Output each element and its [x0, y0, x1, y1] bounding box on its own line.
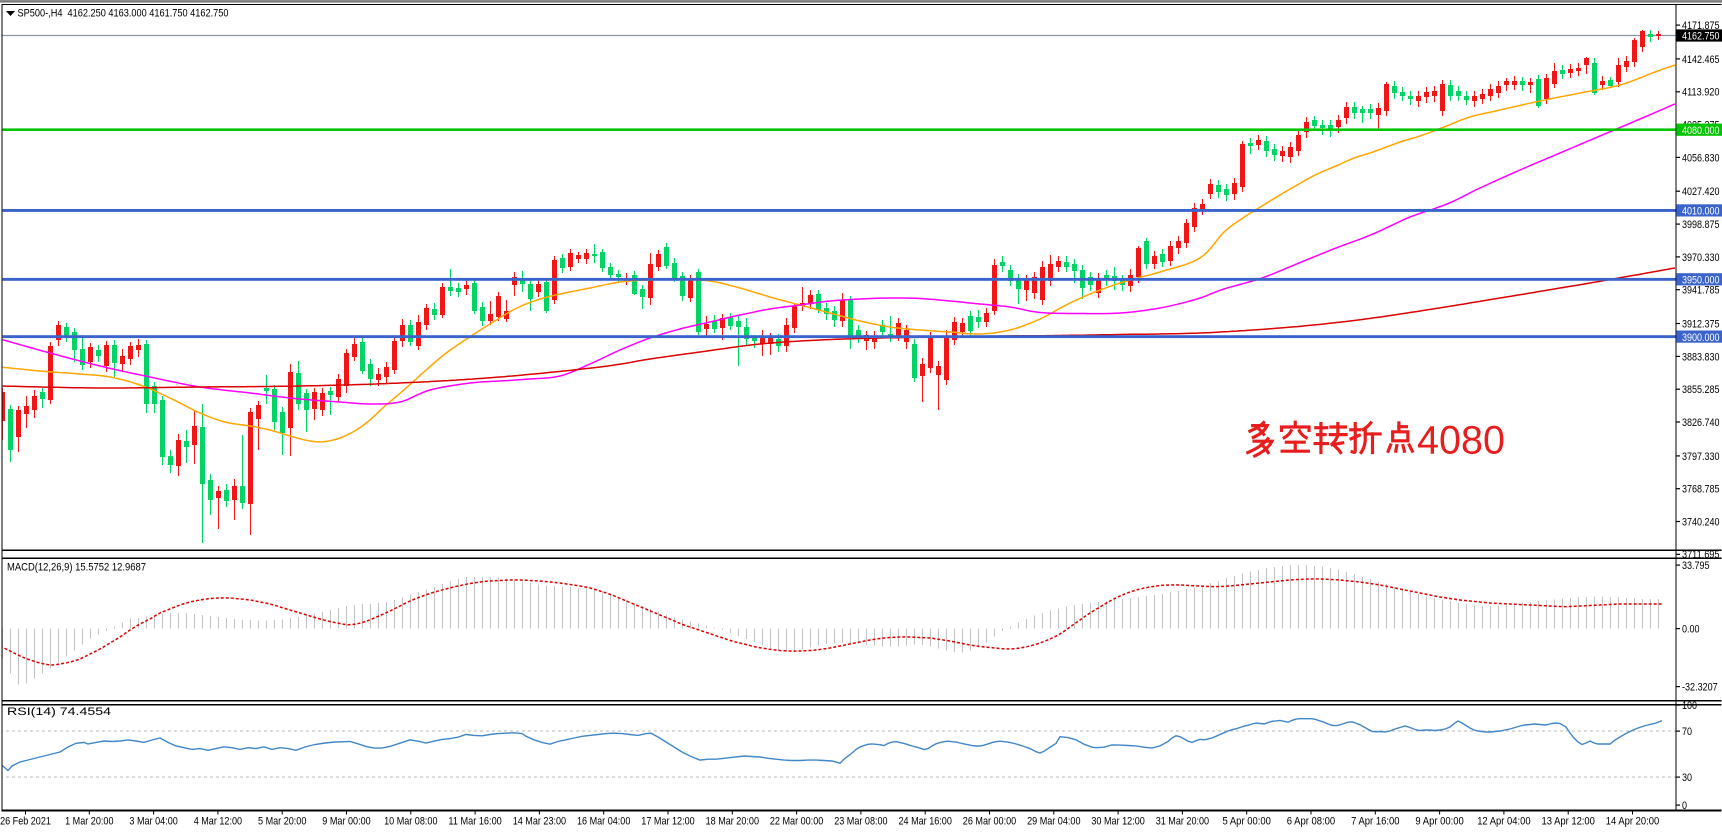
- svg-text:1 Mar 20:00: 1 Mar 20:00: [65, 816, 113, 828]
- svg-text:SP500-,H4 4162.250 4163.000 4: SP500-,H4 4162.250 4163.000 4161.750 416…: [18, 8, 229, 20]
- svg-text:3711.695: 3711.695: [1682, 549, 1720, 561]
- svg-text:31 Mar 20:00: 31 Mar 20:00: [1156, 816, 1209, 828]
- svg-text:70: 70: [1682, 726, 1692, 738]
- svg-text:18 Mar 20:00: 18 Mar 20:00: [706, 816, 759, 828]
- svg-text:4113.920: 4113.920: [1682, 87, 1720, 99]
- svg-text:9 Mar 00:00: 9 Mar 00:00: [322, 816, 370, 828]
- svg-text:17 Mar 12:00: 17 Mar 12:00: [641, 816, 694, 828]
- svg-text:7 Apr 16:00: 7 Apr 16:00: [1351, 816, 1399, 828]
- svg-text:23 Mar 08:00: 23 Mar 08:00: [834, 816, 887, 828]
- svg-text:3826.740: 3826.740: [1682, 417, 1720, 429]
- svg-text:3950.000: 3950.000: [1682, 275, 1720, 287]
- svg-text:RSI(14) 74.4554: RSI(14) 74.4554: [7, 706, 111, 718]
- svg-text:26 Mar 00:00: 26 Mar 00:00: [963, 816, 1016, 828]
- svg-text:3970.330: 3970.330: [1682, 252, 1720, 264]
- svg-text:100: 100: [1682, 700, 1697, 712]
- svg-text:3900.000: 3900.000: [1682, 332, 1720, 344]
- svg-text:3941.785: 3941.785: [1682, 285, 1720, 297]
- svg-text:30: 30: [1682, 772, 1692, 784]
- svg-text:4162.750: 4162.750: [1682, 31, 1720, 43]
- svg-text:0: 0: [1682, 800, 1687, 812]
- svg-text:6 Apr 08:00: 6 Apr 08:00: [1287, 816, 1335, 828]
- svg-text:33.795: 33.795: [1682, 560, 1710, 572]
- svg-text:3912.375: 3912.375: [1682, 318, 1720, 330]
- svg-text:4027.420: 4027.420: [1682, 186, 1720, 198]
- svg-text:3883.830: 3883.830: [1682, 351, 1720, 363]
- svg-text:22 Mar 00:00: 22 Mar 00:00: [770, 816, 823, 828]
- svg-text:4080: 4080: [1417, 419, 1505, 463]
- svg-text:4142.465: 4142.465: [1682, 54, 1720, 66]
- svg-text:24 Mar 16:00: 24 Mar 16:00: [899, 816, 952, 828]
- svg-text:3740.240: 3740.240: [1682, 516, 1720, 528]
- svg-text:4010.000: 4010.000: [1682, 206, 1720, 218]
- svg-text:11 Mar 16:00: 11 Mar 16:00: [448, 816, 501, 828]
- svg-text:29 Mar 04:00: 29 Mar 04:00: [1027, 816, 1080, 828]
- svg-text:3855.285: 3855.285: [1682, 384, 1720, 396]
- svg-text:3768.785: 3768.785: [1682, 484, 1720, 496]
- svg-text:16 Mar 04:00: 16 Mar 04:00: [577, 816, 630, 828]
- svg-text:5 Apr 00:00: 5 Apr 00:00: [1223, 816, 1271, 828]
- svg-text:5 Mar 20:00: 5 Mar 20:00: [258, 816, 306, 828]
- svg-text:3 Mar 04:00: 3 Mar 04:00: [129, 816, 177, 828]
- svg-text:13 Apr 12:00: 13 Apr 12:00: [1542, 816, 1595, 828]
- svg-text:10 Mar 08:00: 10 Mar 08:00: [384, 816, 437, 828]
- svg-text:14 Apr 20:00: 14 Apr 20:00: [1606, 816, 1659, 828]
- svg-text:4171.875: 4171.875: [1682, 20, 1720, 32]
- svg-text:0.00: 0.00: [1682, 624, 1700, 636]
- svg-text:30 Mar 12:00: 30 Mar 12:00: [1091, 816, 1144, 828]
- svg-text:4080.000: 4080.000: [1682, 125, 1720, 137]
- svg-text:-32.3207: -32.3207: [1682, 682, 1718, 694]
- svg-text:4056.830: 4056.830: [1682, 152, 1720, 164]
- svg-text:MACD(12,26,9) 15.5752 12.9687: MACD(12,26,9) 15.5752 12.9687: [7, 562, 146, 574]
- svg-text:9 Apr 00:00: 9 Apr 00:00: [1415, 816, 1463, 828]
- svg-text:26 Feb 2021: 26 Feb 2021: [0, 816, 51, 828]
- svg-text:3998.875: 3998.875: [1682, 219, 1720, 231]
- svg-text:14 Mar 23:00: 14 Mar 23:00: [513, 816, 566, 828]
- svg-text:12 Apr 04:00: 12 Apr 04:00: [1477, 816, 1530, 828]
- svg-text:3797.330: 3797.330: [1682, 451, 1720, 463]
- svg-text:4 Mar 12:00: 4 Mar 12:00: [194, 816, 242, 828]
